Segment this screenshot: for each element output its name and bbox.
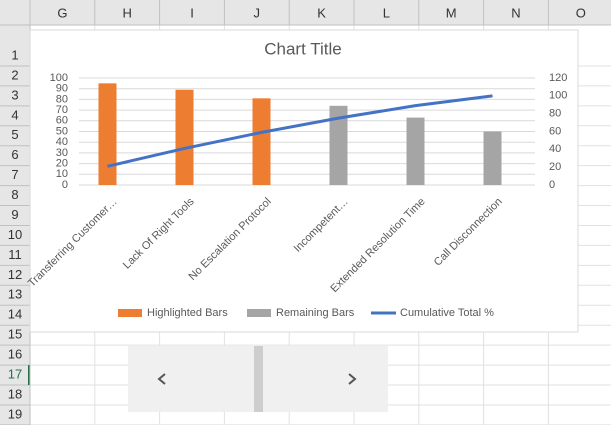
column-header: H [123,5,132,20]
row-header: 7 [11,167,18,182]
column-header: K [317,5,326,20]
y2-tick-label: 40 [549,143,561,155]
column-header: N [511,5,520,20]
scrollbar[interactable] [128,346,388,412]
row-header: 12 [8,267,22,282]
y-tick-label: 0 [62,179,68,191]
y2-tick-label: 80 [549,108,561,120]
legend-label: Remaining Bars [276,307,355,319]
bar [98,83,117,185]
row-header: 6 [11,147,18,162]
bar [175,89,194,185]
scroll-left-arrow[interactable] [157,373,166,385]
row-header: 4 [11,107,18,122]
column-header: G [57,5,67,20]
column-header: I [190,5,194,20]
row-header: 15 [8,327,22,342]
row-header: 5 [11,127,18,142]
column-header-bar [0,0,611,25]
y-tick-label: 70 [56,104,68,116]
column-header: M [446,5,457,20]
row-header: 2 [11,67,18,82]
bar [406,117,425,185]
row-header: 13 [8,287,22,302]
y2-tick-label: 120 [549,72,567,84]
row-header: 1 [11,47,18,62]
line [107,94,493,168]
y2-tick-label: 20 [549,161,561,173]
row-header: 19 [8,406,22,421]
bar [483,131,502,185]
row-header: 14 [8,307,22,322]
row-header: 18 [8,386,22,401]
row-header: 10 [8,227,22,242]
row-header: 3 [11,87,18,102]
y2-tick-label: 0 [549,179,555,191]
legend-swatch [247,309,271,317]
row-header: 16 [8,347,22,362]
scroll-right-arrow[interactable] [348,373,357,385]
legend-label: Highlighted Bars [147,307,228,319]
row-header: 11 [8,247,22,262]
legend-label: Cumulative Total % [400,307,494,319]
legend-swatch [118,309,142,317]
y-tick-label: 90 [56,83,68,95]
row-header: 9 [11,207,18,222]
y-tick-label: 10 [56,168,68,180]
scroll-thumb[interactable] [254,346,263,412]
y-tick-label: 30 [56,147,68,159]
row-header-bar [0,0,30,425]
y-tick-label: 50 [56,125,68,137]
column-header: O [576,5,586,20]
row-header: 17 [8,366,22,381]
chart-title: Chart Title [264,39,341,58]
row-header: 8 [11,187,18,202]
y-tick-label: 60 [56,115,68,127]
bar [252,98,271,185]
y-tick-label: 100 [50,72,68,84]
bar [329,105,348,185]
y2-tick-label: 60 [549,125,561,137]
column-header: L [383,5,390,20]
column-header: J [254,5,261,20]
y-tick-label: 80 [56,93,68,105]
y2-tick-label: 100 [549,90,567,102]
y-tick-label: 20 [56,158,68,170]
y-tick-label: 40 [56,136,68,148]
